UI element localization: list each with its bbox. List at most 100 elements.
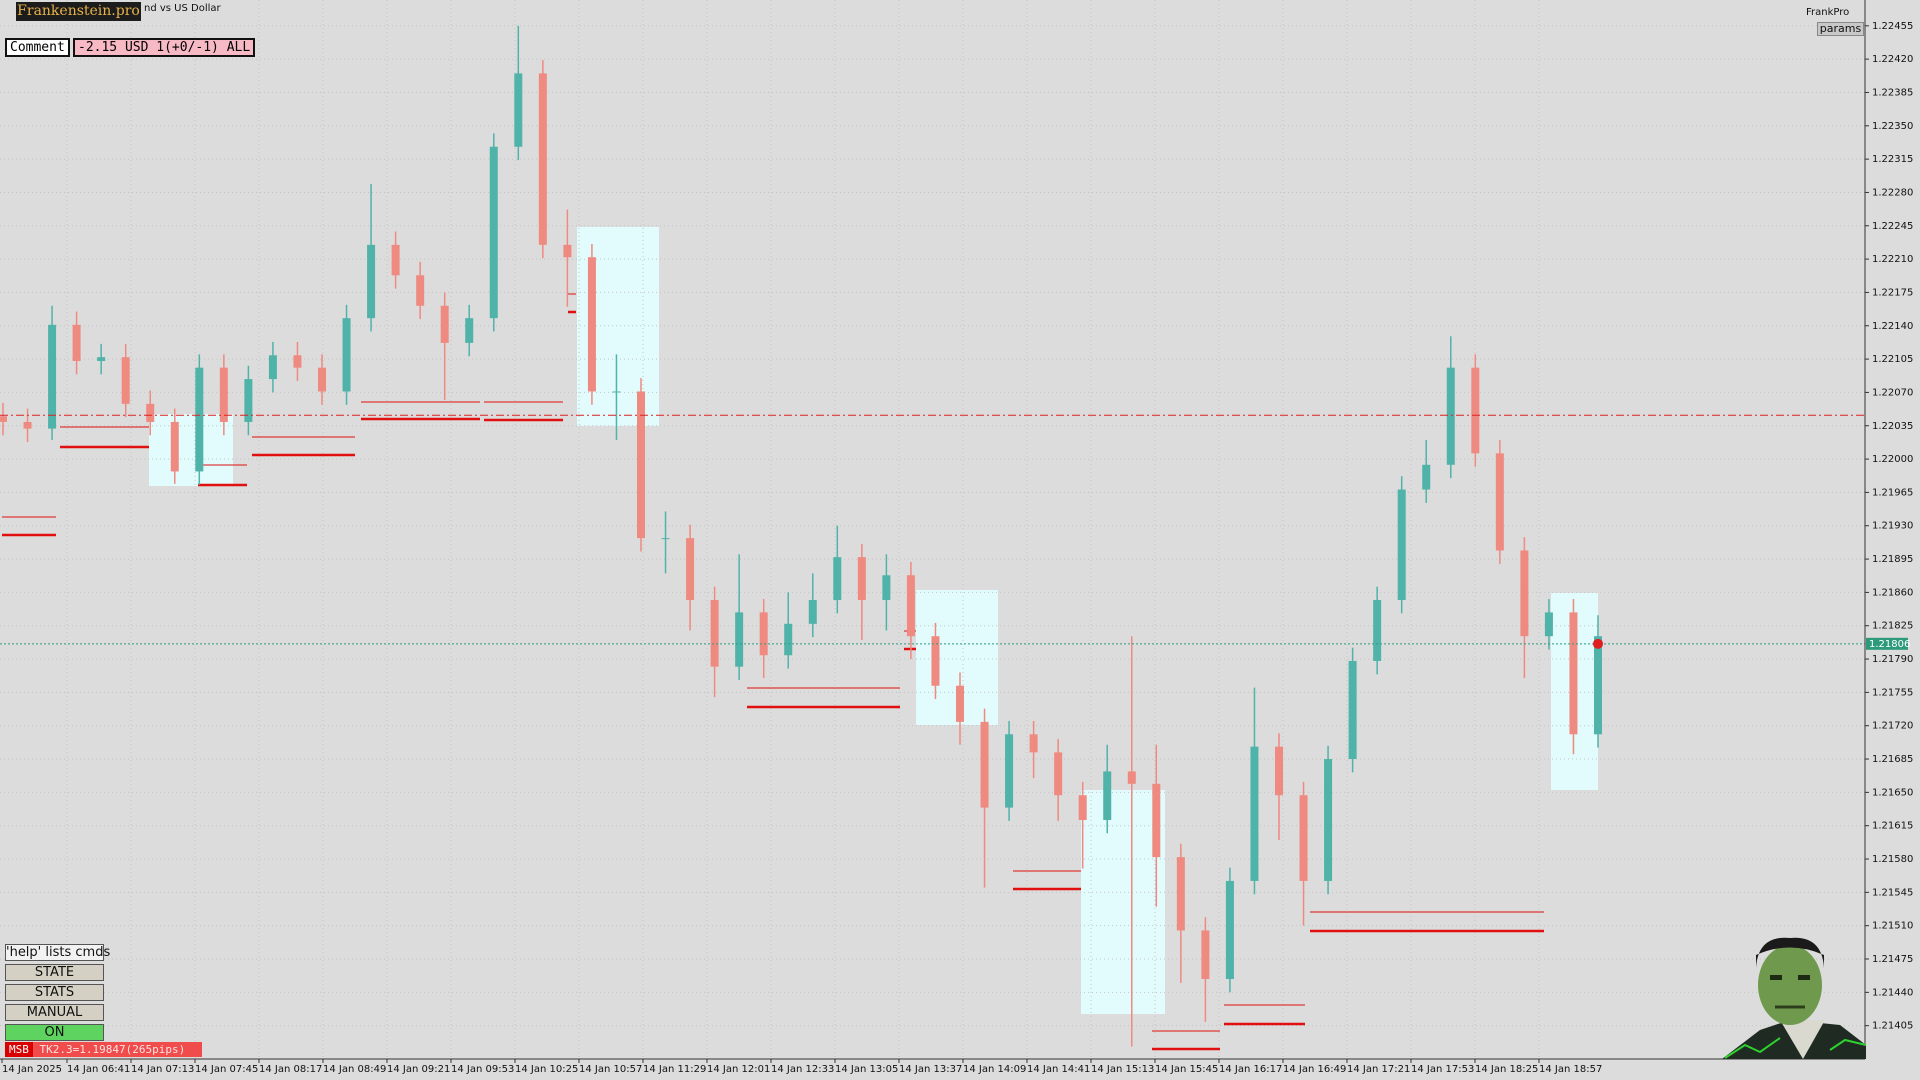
- candle-body: [587, 257, 596, 392]
- state-button[interactable]: STATE: [5, 964, 104, 981]
- x-tick-label: 14 Jan 06:41: [67, 1064, 130, 1075]
- candle-body: [759, 612, 768, 656]
- grid: [0, 0, 1865, 1059]
- candle-body: [1348, 660, 1357, 760]
- y-tick-label: 1.21930: [1872, 521, 1913, 532]
- candle-body: [1569, 612, 1578, 735]
- candle-body: [1471, 367, 1480, 454]
- x-tick-label: 14 Jan 08:49: [323, 1064, 386, 1075]
- candle-body: [1594, 636, 1602, 735]
- current-price-box: [1866, 637, 1908, 650]
- candle-body: [23, 421, 32, 429]
- candle-body: [931, 636, 940, 686]
- candle-body: [268, 355, 277, 380]
- candle-body: [1299, 795, 1308, 881]
- x-tick-label: 14 Jan 17:53: [1411, 1064, 1474, 1075]
- candle-body: [367, 244, 376, 319]
- candle-body: [710, 600, 719, 667]
- x-tick-label: 14 Jan 16:49: [1283, 1064, 1346, 1075]
- y-tick-label: 1.22175: [1872, 287, 1913, 298]
- comment-label: Comment: [5, 38, 70, 57]
- x-tick-label: 14 Jan 18:57: [1539, 1064, 1602, 1075]
- candle-body: [1005, 734, 1014, 808]
- candle-body: [318, 367, 326, 392]
- x-tick-label: 14 Jan 07:13: [131, 1064, 194, 1075]
- candle-body: [612, 391, 621, 393]
- y-tick-label: 1.21965: [1872, 487, 1913, 498]
- manual-button[interactable]: MANUAL: [5, 1004, 104, 1021]
- help-hint: 'help' lists cmds: [5, 944, 111, 961]
- candle-body: [1446, 367, 1455, 465]
- stats-button[interactable]: STATS: [5, 984, 104, 1001]
- x-tick-label: 14 Jan 07:45: [195, 1064, 258, 1075]
- candle-body: [1127, 771, 1136, 784]
- candles: [0, 25, 1602, 1047]
- y-tick-label: 1.22105: [1872, 354, 1913, 365]
- comment-text: -2.15 USD 1(+0/-1) ALL: [73, 38, 256, 57]
- y-tick-label: 1.22315: [1872, 154, 1913, 165]
- on-button[interactable]: ON: [5, 1024, 104, 1041]
- candle-body: [661, 538, 670, 540]
- y-tick-label: 1.22420: [1872, 54, 1913, 65]
- y-tick-label: 1.22000: [1872, 454, 1913, 465]
- current-price-label: 1.21806: [1869, 639, 1910, 650]
- symbol-description: nd vs US Dollar: [144, 3, 221, 14]
- candle-body: [121, 357, 130, 404]
- candle-body: [637, 391, 645, 539]
- candle-body: [1054, 752, 1063, 796]
- y-tick-label: 1.21860: [1872, 587, 1913, 598]
- y-tick-label: 1.21755: [1872, 687, 1913, 698]
- candle-body: [514, 73, 523, 147]
- candle-body: [563, 244, 572, 258]
- candle-body: [1225, 880, 1234, 980]
- y-tick-label: 1.22070: [1872, 387, 1913, 398]
- position-marker: [1593, 638, 1603, 649]
- y-tick-label: 1.21685: [1872, 754, 1913, 765]
- brand: FrankPro: [1806, 7, 1850, 18]
- y-tick-label: 1.21545: [1872, 887, 1913, 898]
- candle-body: [980, 721, 989, 808]
- candle-body: [244, 379, 253, 422]
- candle-body: [1152, 783, 1161, 858]
- params-button[interactable]: params: [1817, 22, 1864, 36]
- candle-body: [1201, 930, 1210, 980]
- candle-body: [170, 421, 179, 472]
- y-tick-label: 1.22280: [1872, 187, 1913, 198]
- y-tick-label: 1.22210: [1872, 254, 1913, 265]
- candle-body: [1250, 746, 1259, 881]
- y-tick-label: 1.22350: [1872, 121, 1913, 132]
- logo: Frankenstein.pro: [16, 2, 141, 21]
- candle-body: [1422, 464, 1431, 490]
- status-bar: MSB TK2.3=1.19847(265pips): [5, 1042, 202, 1057]
- candle-body: [857, 557, 866, 601]
- candle-body: [1029, 734, 1038, 753]
- candle-body: [72, 324, 81, 361]
- zone: [1081, 790, 1165, 1014]
- candle-body: [97, 357, 106, 361]
- candle-body: [1176, 857, 1185, 931]
- candle-body: [1078, 795, 1087, 820]
- x-tick-label: 14 Jan 13:05: [835, 1064, 898, 1075]
- candle-body: [48, 324, 57, 429]
- candle-body: [906, 575, 915, 637]
- candle-body: [146, 403, 155, 422]
- candle-body: [0, 416, 7, 422]
- candle-body: [465, 318, 474, 343]
- candle-body: [1520, 550, 1529, 637]
- y-tick-label: 1.21825: [1872, 621, 1913, 632]
- candle-body: [1103, 771, 1112, 820]
- x-tick-label: 14 Jan 09:53: [451, 1064, 514, 1075]
- candle-body: [342, 318, 351, 392]
- y-tick-label: 1.21615: [1872, 821, 1913, 832]
- x-tick-label: 14 Jan 15:13: [1091, 1064, 1154, 1075]
- x-tick-label: 14 Jan 08:17: [259, 1064, 322, 1075]
- candle-body: [538, 73, 547, 245]
- candle-body: [1373, 600, 1382, 661]
- y-tick-label: 1.21790: [1872, 654, 1913, 665]
- y-tick-label: 1.21475: [1872, 954, 1913, 965]
- candle-body: [219, 367, 228, 422]
- x-tick-label: 14 Jan 12:01: [707, 1064, 770, 1075]
- x-tick-label: 14 Jan 2025: [2, 1064, 62, 1075]
- y-tick-label: 1.21405: [1872, 1021, 1913, 1032]
